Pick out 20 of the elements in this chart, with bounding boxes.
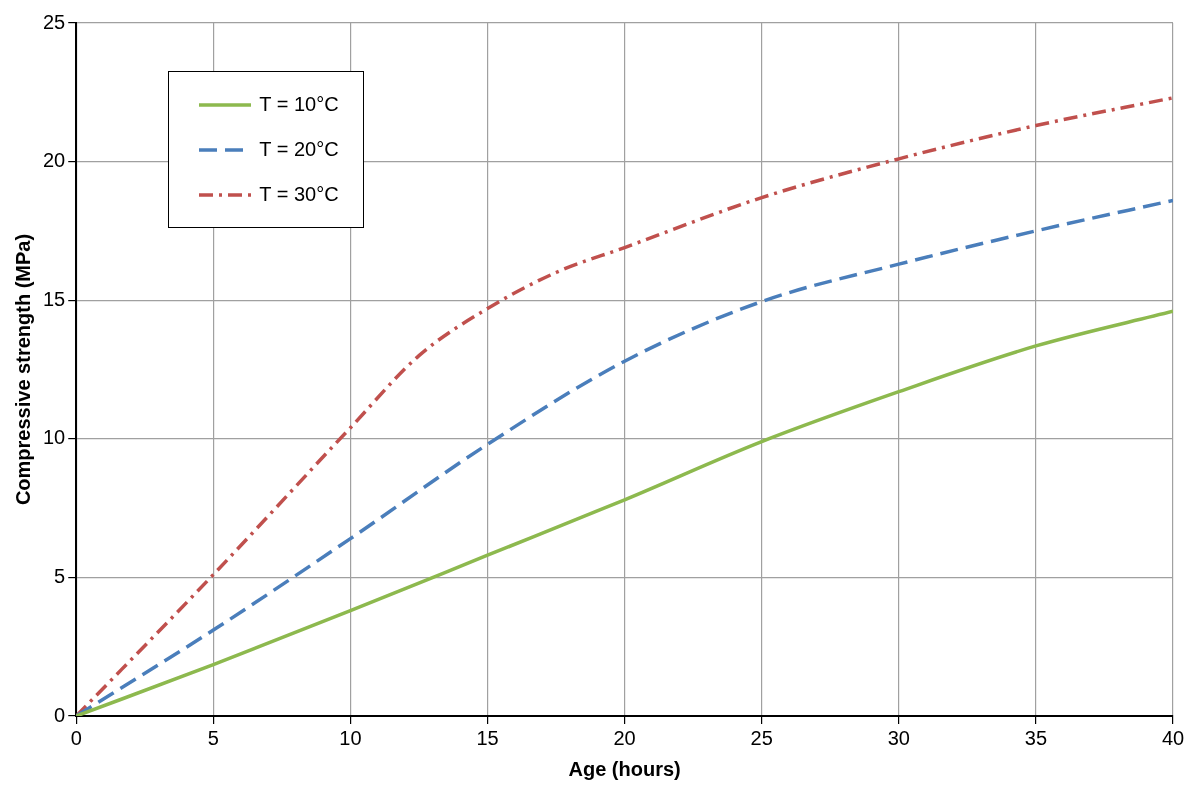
x-tick-label: 0	[70, 726, 82, 749]
legend-label: T = 20°C	[259, 138, 339, 161]
x-tick-label: 15	[476, 726, 499, 749]
x-tick-label: 30	[887, 726, 910, 749]
x-tick-label: 20	[613, 726, 636, 749]
y-tick-label: 15	[43, 287, 66, 310]
x-tick-label: 40	[1161, 726, 1185, 749]
x-tick-label: 25	[750, 726, 773, 749]
y-axis-title: Compressive strength (MPa)	[11, 233, 34, 506]
y-tick-label: 25	[43, 10, 66, 33]
y-tick-label: 20	[43, 149, 66, 172]
legend-label: T = 30°C	[259, 183, 339, 206]
y-tick-label: 10	[43, 426, 66, 449]
x-axis-title: Age (hours)	[568, 757, 681, 780]
x-tick-label: 10	[339, 726, 362, 749]
legend-label: T = 10°C	[259, 93, 339, 116]
x-tick-label: 35	[1024, 726, 1048, 749]
y-tick-label: 0	[54, 703, 66, 726]
x-tick-label: 5	[207, 726, 219, 749]
y-tick-label: 5	[54, 564, 66, 587]
